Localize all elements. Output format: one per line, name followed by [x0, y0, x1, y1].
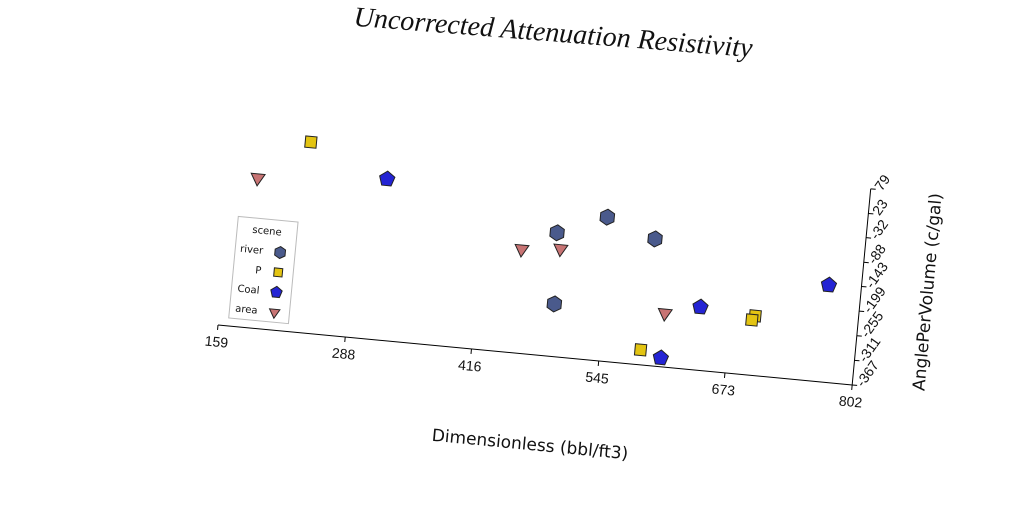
chart-title: Uncorrected Attenuation Resistivity: [353, 2, 754, 64]
point: [379, 170, 396, 187]
legend-label: area: [235, 304, 258, 317]
point: [633, 343, 648, 357]
point: [652, 349, 670, 366]
x-tick-label: 159: [204, 333, 229, 351]
point: [553, 243, 569, 258]
legend-marker: [274, 245, 287, 260]
plot-area: 1592884165456738027923-32-88-143-199-255…: [204, 135, 893, 411]
point: [549, 224, 565, 242]
point: [745, 313, 759, 327]
y-tick-label: 79: [871, 171, 893, 193]
x-tick-label: 288: [331, 345, 356, 363]
point: [647, 230, 663, 248]
legend-label: river: [240, 244, 265, 257]
x-tick-label: 545: [585, 369, 610, 387]
legend-marker: [268, 308, 281, 320]
x-tick-label: 416: [458, 357, 483, 375]
y-axis-label: AnglePerVolume (c/gal): [909, 192, 946, 391]
legend-label: Coal: [237, 284, 260, 297]
legend-marker: [273, 267, 284, 278]
point: [250, 172, 266, 187]
legend-label: P: [255, 265, 262, 277]
point: [692, 298, 709, 315]
legend: scene river P Coal area: [228, 215, 299, 325]
point: [546, 295, 563, 313]
point: [514, 243, 530, 259]
legend-marker: [270, 285, 283, 299]
legend-box: [228, 215, 299, 325]
point: [599, 208, 616, 226]
legend-title: scene: [252, 225, 282, 239]
point: [657, 307, 674, 323]
y-tick-label: -367: [853, 357, 882, 389]
y-tick-label: 23: [869, 196, 891, 218]
point: [304, 135, 318, 149]
x-axis: [217, 324, 853, 386]
x-tick-label: 802: [838, 393, 863, 411]
x-tick-label: 673: [711, 380, 736, 398]
point: [820, 276, 838, 293]
x-axis-label: Dimensionless (bbl/ft3): [431, 426, 629, 464]
